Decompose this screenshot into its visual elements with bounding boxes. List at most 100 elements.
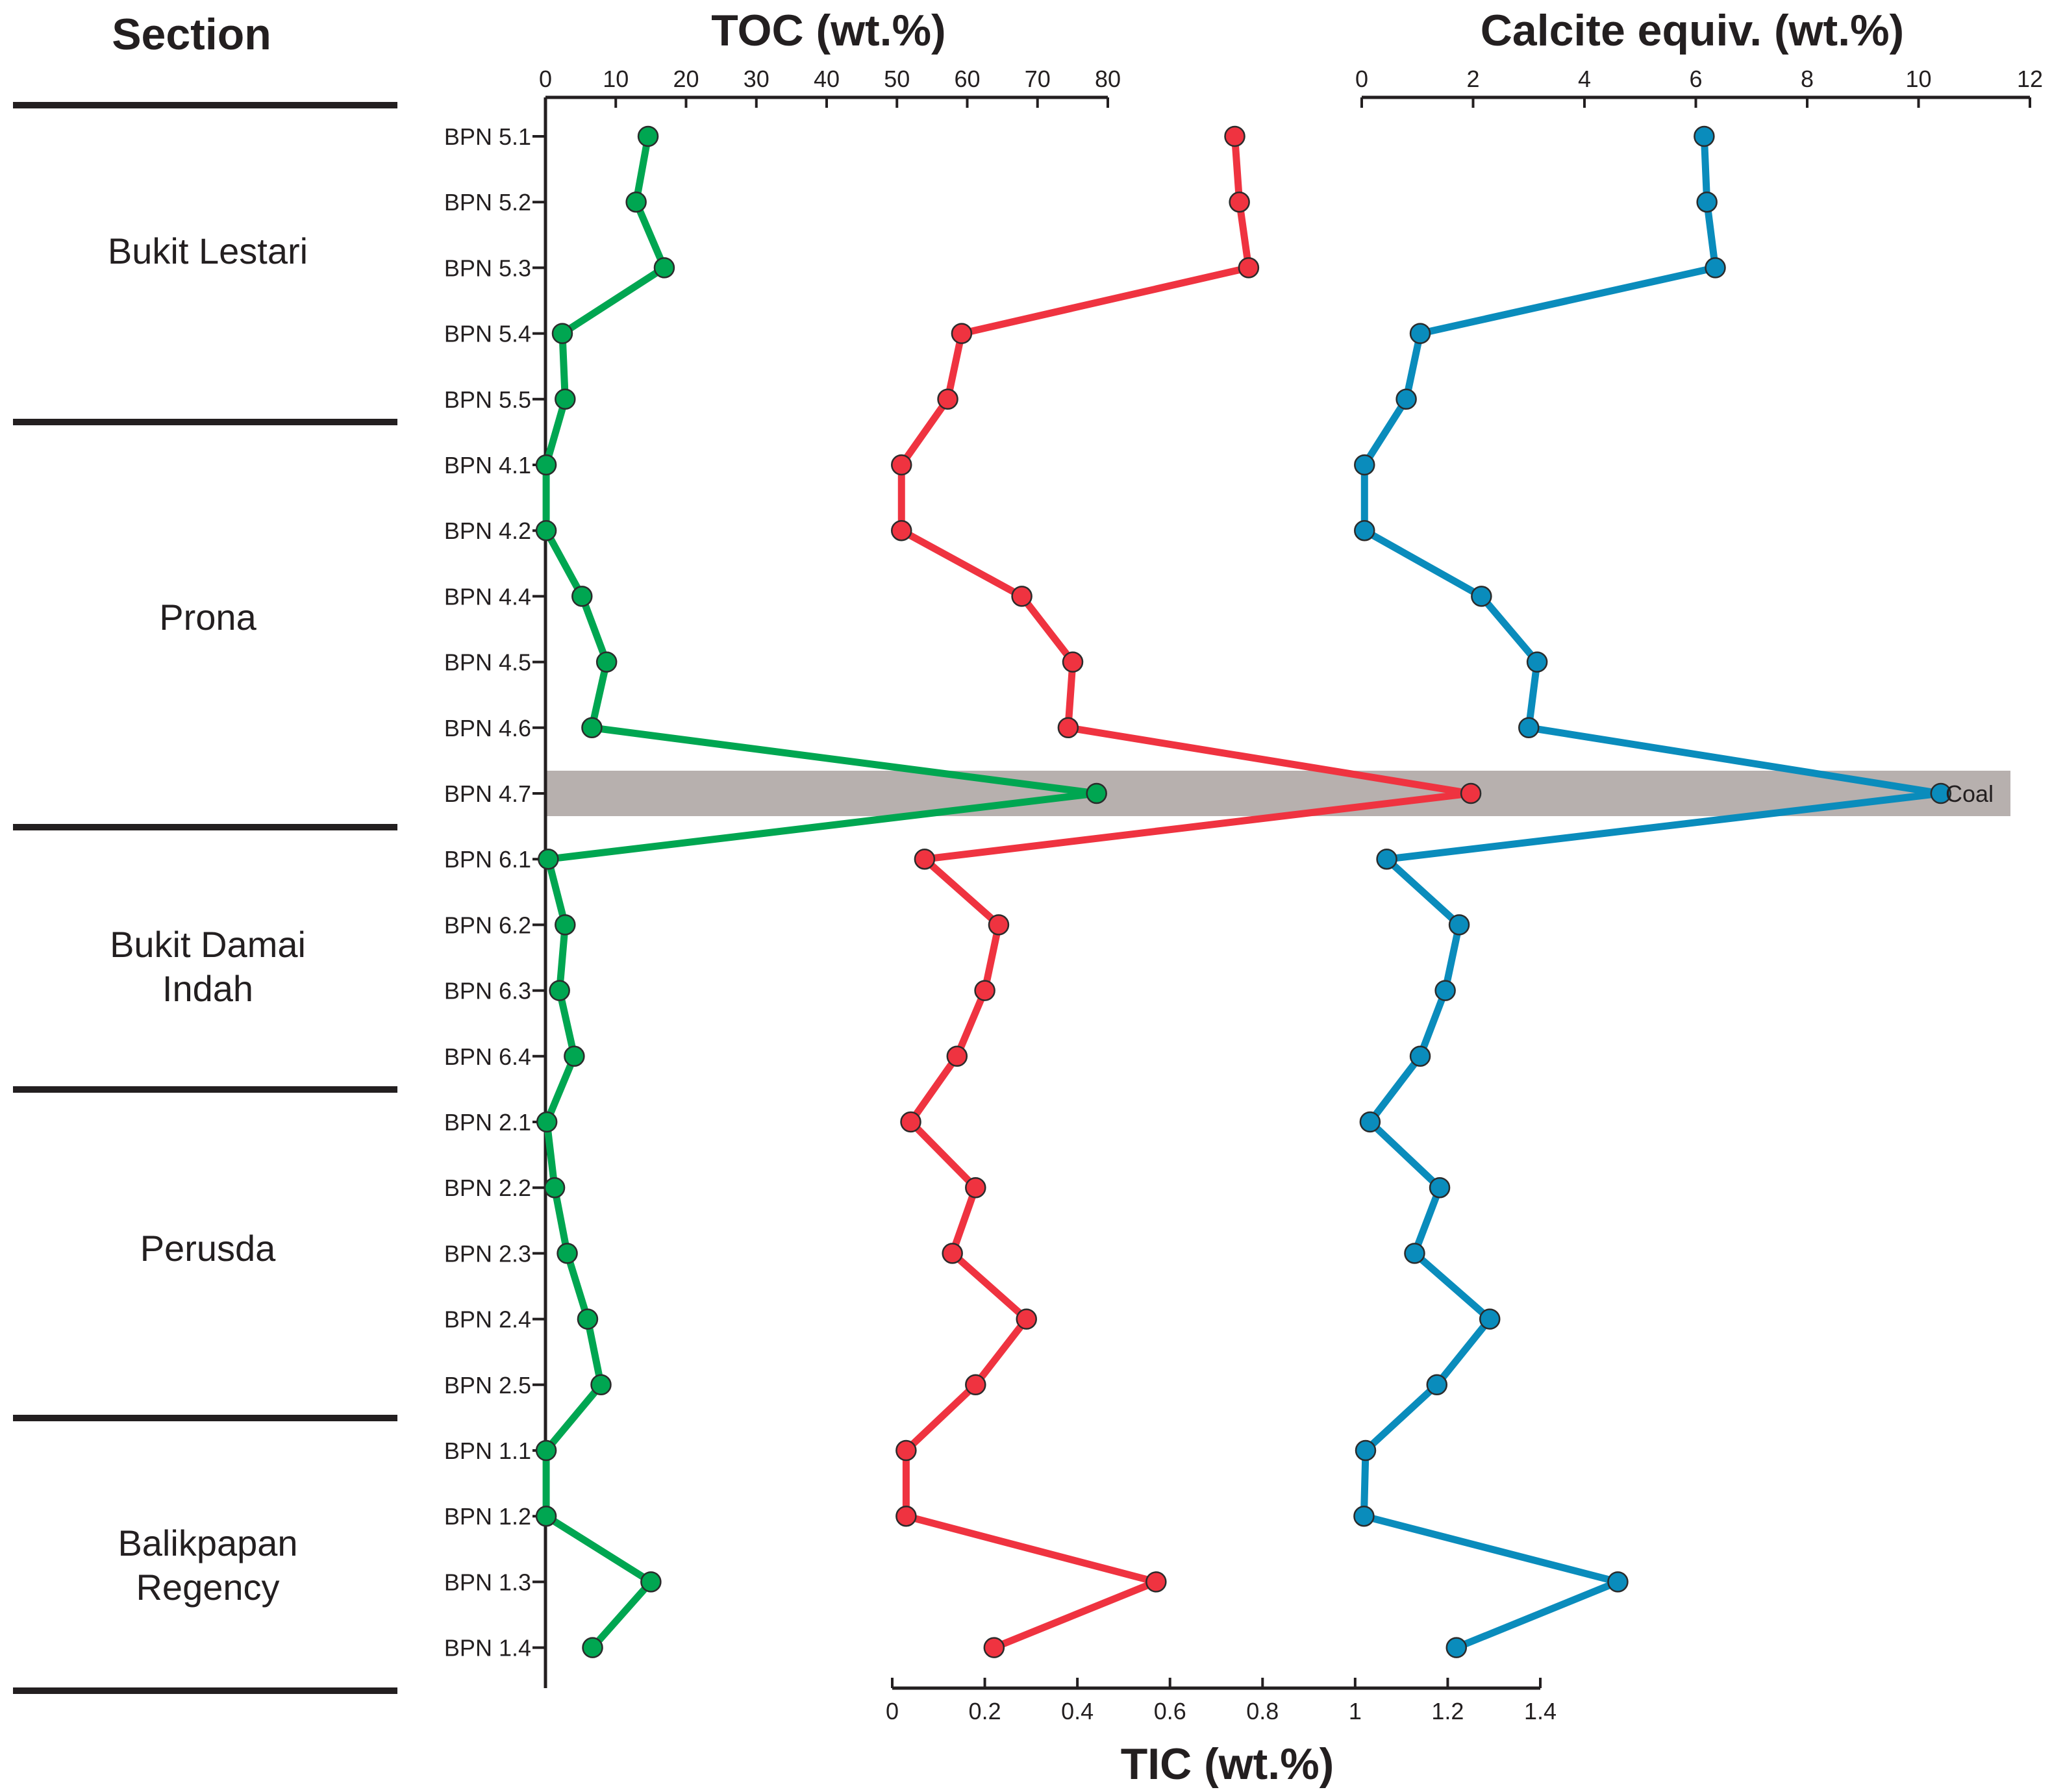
sample-label: BPN 2.1 bbox=[444, 1109, 531, 1136]
toc-series-line bbox=[542, 132, 1101, 1652]
section-label: Indah bbox=[162, 968, 253, 1009]
toc-tick-label: 60 bbox=[954, 66, 980, 92]
section-label: Perusda bbox=[140, 1228, 276, 1269]
tic-point bbox=[1460, 782, 1482, 804]
toc-tick-label: 40 bbox=[814, 66, 840, 92]
toc-point bbox=[535, 454, 557, 476]
calcite-point bbox=[1354, 519, 1375, 541]
calcite-point bbox=[1404, 1243, 1425, 1264]
sample-label: BPN 4.4 bbox=[444, 583, 531, 610]
sample-label: BPN 1.1 bbox=[444, 1437, 531, 1464]
section-label: Balikpapan bbox=[118, 1523, 297, 1563]
coal-label: Coal bbox=[1946, 780, 1994, 807]
calcite-tick-label: 12 bbox=[2017, 66, 2043, 92]
calcite-point bbox=[1445, 1637, 1468, 1658]
tic-tick-label: 0.8 bbox=[1246, 1698, 1279, 1724]
calcite-point bbox=[1518, 717, 1540, 739]
calcite-point bbox=[1353, 1505, 1375, 1527]
calcite-point bbox=[1705, 257, 1726, 279]
toc-axis-title: TOC (wt.%) bbox=[711, 6, 945, 55]
calcite-point bbox=[1526, 651, 1548, 673]
toc-tick-label: 0 bbox=[539, 66, 552, 92]
sample-label: BPN 1.4 bbox=[444, 1635, 531, 1661]
toc-point bbox=[564, 1045, 585, 1067]
tic-point bbox=[965, 1374, 986, 1396]
calcite-point bbox=[1355, 1439, 1377, 1462]
calcite-point bbox=[1448, 914, 1470, 936]
tic-point bbox=[914, 848, 936, 870]
tic-point bbox=[900, 1111, 921, 1133]
tic-point bbox=[1011, 586, 1032, 607]
calcite-tick-label: 0 bbox=[1355, 66, 1368, 92]
tic-point bbox=[891, 519, 912, 541]
calcite-series-line bbox=[1360, 132, 1945, 1652]
toc-tick-label: 30 bbox=[744, 66, 770, 92]
tic-tick-label: 1.4 bbox=[1524, 1698, 1557, 1724]
toc-tick-label: 10 bbox=[603, 66, 629, 92]
tic-point bbox=[942, 1243, 963, 1264]
sample-label: BPN 2.4 bbox=[444, 1306, 531, 1333]
toc-point bbox=[535, 519, 557, 541]
tic-point bbox=[965, 1176, 986, 1199]
tic-point bbox=[1238, 257, 1260, 279]
tic-axis-title: TIC (wt.%) bbox=[1121, 1739, 1334, 1789]
tic-tick-label: 0.6 bbox=[1154, 1698, 1186, 1724]
calcite-point bbox=[1694, 125, 1715, 147]
calcite-point bbox=[1479, 1308, 1501, 1330]
tic-point bbox=[895, 1439, 917, 1462]
tic-point bbox=[983, 1637, 1005, 1658]
toc-tick-label: 70 bbox=[1025, 66, 1051, 92]
calcite-point bbox=[1429, 1176, 1451, 1199]
sample-label: BPN 4.2 bbox=[444, 517, 531, 544]
toc-point bbox=[595, 651, 618, 673]
tic-point bbox=[937, 388, 958, 410]
toc-point bbox=[555, 914, 576, 936]
toc-point bbox=[640, 1571, 662, 1593]
tic-tick-label: 1.2 bbox=[1431, 1698, 1464, 1724]
tic-point bbox=[974, 980, 995, 1001]
toc-point bbox=[535, 1505, 557, 1527]
tic-series-line bbox=[897, 132, 1475, 1652]
tic-tick-label: 1 bbox=[1349, 1698, 1362, 1724]
calcite-tick-label: 2 bbox=[1466, 66, 1479, 92]
toc-point bbox=[538, 848, 559, 870]
calcite-point bbox=[1930, 782, 1952, 804]
toc-point bbox=[557, 1243, 578, 1264]
section-label: Regency bbox=[136, 1567, 279, 1608]
calcite-point bbox=[1696, 191, 1718, 213]
toc-point bbox=[653, 257, 675, 279]
toc-point bbox=[625, 191, 647, 213]
toc-tick-label: 80 bbox=[1095, 66, 1121, 92]
toc-point bbox=[536, 1111, 558, 1133]
tic-point bbox=[1062, 651, 1084, 673]
sample-label: BPN 6.3 bbox=[444, 978, 531, 1004]
toc-point bbox=[582, 1637, 603, 1658]
sample-label: BPN 6.4 bbox=[444, 1043, 531, 1070]
calcite-tick-label: 4 bbox=[1578, 66, 1591, 92]
calcite-point bbox=[1395, 388, 1417, 410]
coal-highlight-band bbox=[545, 771, 2010, 816]
sample-label: BPN 4.7 bbox=[444, 780, 531, 807]
section-label: Bukit Lestari bbox=[108, 230, 308, 271]
sample-label: BPN 5.5 bbox=[444, 386, 531, 413]
toc-point bbox=[551, 323, 573, 344]
section-label: Prona bbox=[159, 597, 256, 638]
section-label: Bukit Damai bbox=[110, 924, 306, 965]
sample-label: BPN 5.1 bbox=[444, 123, 531, 150]
toc-point bbox=[581, 717, 603, 739]
toc-tick-label: 50 bbox=[884, 66, 910, 92]
tic-point bbox=[895, 1505, 917, 1527]
calcite-point bbox=[1471, 586, 1492, 607]
sample-label: BPN 4.5 bbox=[444, 649, 531, 676]
sample-label: BPN 5.2 bbox=[444, 189, 531, 216]
sample-label: BPN 1.3 bbox=[444, 1569, 531, 1595]
sample-label: BPN 5.4 bbox=[444, 321, 531, 347]
sample-label: BPN 1.2 bbox=[444, 1503, 531, 1530]
sample-label: BPN 2.3 bbox=[444, 1240, 531, 1267]
toc-point bbox=[549, 980, 570, 1001]
toc-point bbox=[637, 125, 659, 147]
sample-label: BPN 6.1 bbox=[444, 846, 531, 873]
tic-point bbox=[988, 914, 1010, 936]
sample-label: BPN 4.6 bbox=[444, 715, 531, 741]
